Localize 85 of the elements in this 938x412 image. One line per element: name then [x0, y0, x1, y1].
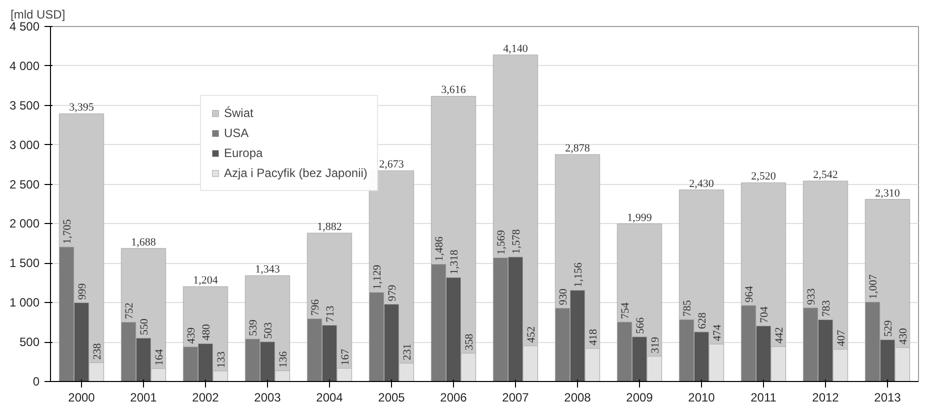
data-label: 3,395 [69, 102, 94, 114]
data-label: 1,486 [434, 236, 446, 262]
y-tick-label: 1 000 [9, 296, 40, 310]
x-tick-label: 2006 [440, 390, 468, 404]
data-label: 1,705 [62, 218, 74, 244]
data-label: 752 [124, 302, 136, 320]
y-tick-label: 1 500 [9, 256, 40, 270]
data-label: 430 [897, 328, 910, 345]
data-label: 2,673 [379, 158, 404, 171]
data-label: 4,140 [503, 42, 528, 55]
data-label: 1,999 [627, 212, 652, 224]
y-tick-label: 4 000 [9, 58, 40, 73]
data-label: 2,878 [565, 142, 590, 154]
data-label: 167 [339, 348, 352, 366]
x-tick-label: 2003 [254, 390, 282, 404]
x-tick-label: 2007 [502, 390, 530, 404]
legend-label: USA [224, 126, 249, 140]
y-tick-label: 4 500 [9, 20, 40, 34]
data-label: 1,156 [572, 262, 584, 288]
data-label: 979 [386, 284, 398, 302]
data-label: 1,569 [496, 229, 508, 255]
data-label: 474 [711, 324, 724, 342]
data-label: 2,310 [875, 187, 900, 200]
data-label: 628 [696, 312, 708, 329]
legend-label: Europa [224, 146, 263, 160]
y-tick-label: 2 500 [9, 177, 40, 192]
data-label: 164 [153, 348, 166, 366]
y-tick-label: 500 [19, 335, 40, 350]
data-label: 999 [76, 282, 88, 300]
data-label: 1,318 [448, 249, 460, 275]
data-label: 231 [401, 344, 414, 360]
y-tick-label: 0 [32, 374, 40, 388]
legend-label: Azja i Pacyfik (bez Japonii) [224, 166, 368, 180]
x-tick-label: 2011 [750, 390, 777, 404]
data-label: 566 [634, 316, 646, 334]
data-label: 439 [186, 326, 198, 344]
x-tick-label: 2008 [564, 390, 592, 404]
data-label: 480 [200, 324, 212, 341]
data-label: 3,616 [441, 84, 466, 96]
data-label: 1,343 [255, 264, 280, 276]
data-label: 2,430 [689, 178, 714, 190]
data-label: 785 [682, 300, 694, 317]
data-label: 783 [820, 300, 832, 317]
data-label: 796 [310, 298, 322, 316]
x-tick-label: 2004 [316, 390, 344, 404]
data-label: 1,007 [868, 274, 880, 300]
y-tick-label: 2 000 [9, 216, 40, 231]
data-label: 529 [882, 320, 894, 337]
y-tick-label: 3 500 [9, 98, 40, 112]
data-label: 933 [806, 288, 818, 305]
data-label: 442 [773, 327, 786, 344]
data-label: 550 [138, 318, 150, 336]
data-label: 1,688 [131, 236, 156, 248]
data-label: 358 [463, 333, 476, 350]
data-label: 1,578 [510, 228, 522, 254]
data-label: 704 [758, 306, 770, 323]
data-label: 452 [525, 326, 538, 343]
y-tick-label: 3 000 [9, 138, 40, 152]
data-label: 713 [324, 305, 336, 322]
data-label: 133 [215, 351, 228, 368]
y-axis-title: [mld USD] [10, 8, 66, 22]
data-label: 539 [248, 318, 260, 336]
x-tick-label: 2000 [68, 390, 96, 404]
x-tick-label: 2010 [688, 390, 716, 404]
data-label: 930 [558, 288, 570, 306]
x-tick-label: 2009 [626, 390, 654, 404]
data-label: 136 [277, 350, 290, 368]
data-label: 1,129 [372, 264, 384, 290]
x-tick-label: 2002 [192, 390, 220, 404]
x-tick-label: 2013 [874, 390, 902, 404]
data-label: 754 [620, 302, 632, 320]
x-tick-label: 2005 [378, 390, 406, 404]
data-label: 503 [262, 322, 274, 339]
data-label: 964 [744, 285, 756, 302]
data-label: 238 [91, 342, 104, 360]
data-label: 1,204 [193, 274, 218, 287]
legend-label: Świat [224, 106, 254, 120]
data-label: 2,520 [751, 170, 776, 183]
x-tick-label: 2012 [812, 390, 840, 404]
data-label: 2,542 [813, 168, 838, 181]
data-label: 407 [835, 329, 848, 346]
data-label: 418 [587, 328, 600, 346]
data-label: 319 [649, 336, 662, 354]
x-tick-label: 2001 [130, 390, 158, 404]
data-label: 1,882 [317, 221, 342, 234]
